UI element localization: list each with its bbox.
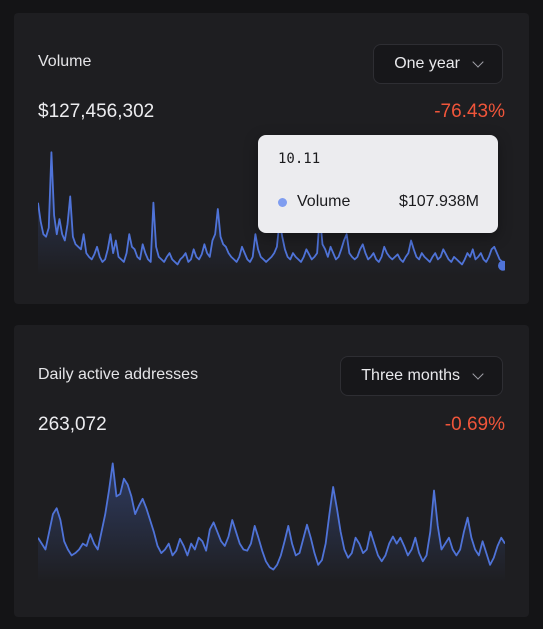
volume-value: $127,456,302 bbox=[38, 101, 155, 122]
daa-value: 263,072 bbox=[38, 414, 107, 435]
daa-range-dropdown[interactable]: Three months bbox=[340, 356, 503, 396]
series-line bbox=[38, 462, 505, 571]
daily-active-addresses-card: Daily active addresses Three months 263,… bbox=[14, 325, 529, 617]
volume-card: Volume One year $127,456,302 -76.43% 10.… bbox=[14, 13, 529, 304]
tooltip-date: 10.11 bbox=[278, 151, 321, 167]
daa-title: Daily active addresses bbox=[38, 366, 199, 383]
series-line bbox=[38, 151, 505, 267]
volume-chart[interactable] bbox=[38, 143, 505, 275]
tooltip-value: $107.938M bbox=[398, 193, 479, 210]
chevron-down-icon bbox=[472, 367, 484, 380]
volume-change: -76.43% bbox=[434, 101, 505, 122]
volume-range-label: One year bbox=[394, 55, 460, 72]
volume-tooltip: 10.11 Volume $107.938M bbox=[258, 135, 498, 233]
volume-title: Volume bbox=[38, 53, 92, 70]
tooltip-series-label: Volume bbox=[297, 193, 351, 210]
daa-change: -0.69% bbox=[444, 414, 505, 435]
daa-chart[interactable] bbox=[38, 458, 505, 582]
volume-range-dropdown[interactable]: One year bbox=[373, 44, 503, 84]
hover-marker bbox=[498, 260, 505, 271]
series-dot-icon bbox=[278, 198, 287, 207]
series-area bbox=[38, 152, 505, 275]
daa-range-label: Three months bbox=[361, 367, 460, 384]
chevron-down-icon bbox=[472, 55, 484, 68]
series-area bbox=[38, 463, 505, 582]
